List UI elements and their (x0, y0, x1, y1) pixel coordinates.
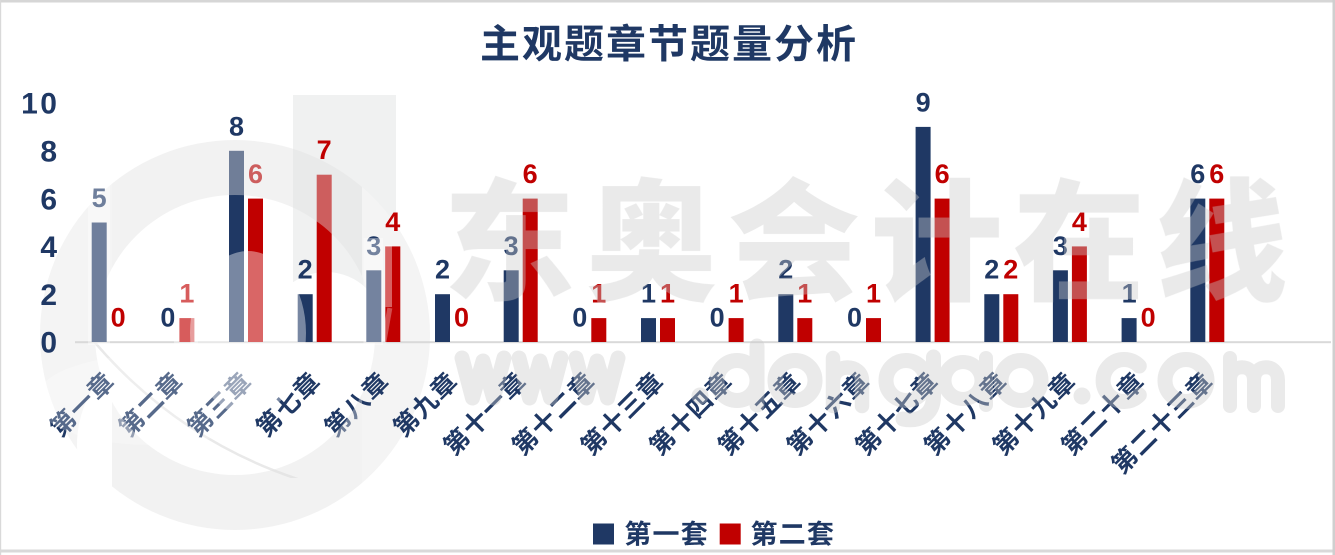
svg-text:6: 6 (1209, 159, 1224, 189)
svg-text:1: 1 (179, 279, 194, 309)
svg-text:8: 8 (40, 136, 59, 169)
svg-text:4: 4 (385, 207, 400, 237)
svg-text:1: 1 (866, 279, 881, 309)
svg-text:5: 5 (92, 183, 107, 213)
svg-text:0: 0 (111, 303, 126, 333)
svg-text:0: 0 (710, 303, 725, 333)
svg-text:6: 6 (523, 159, 538, 189)
svg-text:2: 2 (40, 279, 59, 312)
svg-text:9: 9 (916, 87, 931, 117)
svg-text:0: 0 (454, 303, 469, 333)
svg-text:0: 0 (1141, 303, 1156, 333)
svg-text:2: 2 (298, 255, 313, 285)
svg-text:3: 3 (366, 231, 381, 261)
svg-text:6: 6 (1190, 159, 1205, 189)
svg-text:8: 8 (229, 111, 244, 141)
svg-text:0: 0 (847, 303, 862, 333)
svg-text:6: 6 (248, 159, 263, 189)
svg-text:0: 0 (160, 303, 175, 333)
svg-text:6: 6 (40, 183, 59, 216)
svg-text:4: 4 (1072, 207, 1087, 237)
svg-text:4: 4 (40, 231, 59, 264)
svg-text:2: 2 (1003, 255, 1018, 285)
svg-text:1: 1 (729, 279, 744, 309)
svg-text:7: 7 (317, 135, 332, 165)
svg-text:10: 10 (21, 88, 59, 121)
svg-text:2: 2 (435, 255, 450, 285)
svg-text:0: 0 (40, 327, 59, 360)
svg-text:0: 0 (572, 303, 587, 333)
svg-text:2: 2 (984, 255, 999, 285)
svg-text:6: 6 (935, 159, 950, 189)
